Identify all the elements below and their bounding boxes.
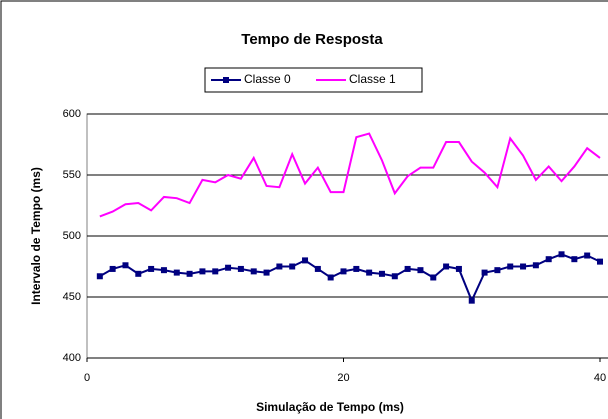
point-marker: [597, 258, 603, 265]
point-marker: [148, 265, 155, 272]
point-marker: [237, 265, 244, 272]
point-marker: [443, 263, 450, 270]
point-marker: [532, 262, 539, 269]
x-axis-label: Simulação de Tempo (ms): [256, 400, 404, 414]
point-marker: [340, 268, 347, 275]
y-tick-label: 500: [63, 230, 81, 242]
point-marker: [276, 263, 283, 270]
legend-label: Classe 1: [349, 72, 396, 86]
point-marker: [327, 274, 334, 281]
point-marker: [96, 273, 103, 280]
point-marker: [366, 269, 373, 276]
y-axis-label: Intervalo de Tempo (ms): [29, 167, 43, 305]
legend-label: Classe 0: [244, 72, 291, 86]
series-line: [99, 132, 601, 218]
point-marker: [186, 270, 193, 277]
x-tick-label: 40: [594, 372, 606, 384]
point-marker: [353, 265, 360, 272]
point-marker: [135, 270, 142, 277]
point-marker: [173, 269, 180, 276]
point-marker: [250, 268, 257, 275]
y-tick-label: 400: [63, 352, 81, 364]
point-marker: [314, 265, 321, 272]
point-marker: [225, 264, 232, 271]
point-marker: [494, 267, 501, 274]
point-marker: [199, 268, 206, 275]
y-tick-label: 450: [63, 291, 81, 303]
series-line: [99, 253, 601, 304]
legend: [204, 67, 423, 93]
point-marker: [455, 265, 462, 272]
legend-marker: [223, 77, 229, 83]
x-tick-label: 0: [84, 372, 90, 384]
point-marker: [404, 265, 411, 272]
point-marker: [558, 251, 565, 258]
point-marker: [391, 273, 398, 280]
x-tick-label: 20: [337, 372, 349, 384]
point-marker: [122, 262, 129, 269]
y-tick-label: 600: [63, 108, 81, 120]
point-marker: [481, 269, 488, 276]
point-marker: [212, 268, 219, 275]
point-marker: [545, 256, 552, 263]
point-marker: [378, 270, 385, 277]
chart-title: Tempo de Resposta: [241, 31, 383, 48]
point-marker: [109, 265, 116, 272]
point-marker: [520, 263, 527, 270]
point-marker: [302, 257, 309, 264]
y-tick-label: 550: [63, 169, 81, 181]
point-marker: [417, 267, 424, 274]
point-marker: [468, 297, 475, 304]
point-marker: [584, 252, 591, 259]
point-marker: [263, 269, 270, 276]
point-marker: [571, 256, 578, 263]
point-marker: [430, 274, 437, 281]
point-marker: [160, 267, 167, 274]
point-marker: [289, 263, 296, 270]
point-marker: [507, 263, 514, 270]
